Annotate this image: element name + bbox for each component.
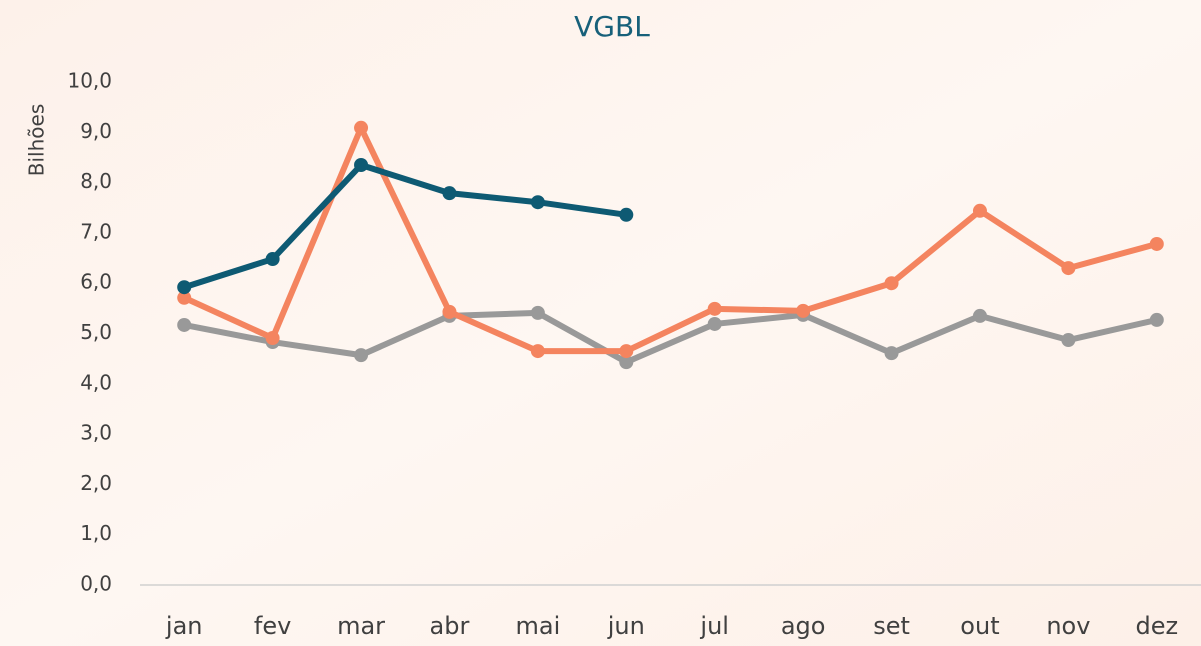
point [177, 318, 191, 332]
point [796, 304, 810, 318]
point [619, 344, 633, 358]
point [266, 331, 280, 345]
point [708, 317, 722, 331]
point [177, 280, 191, 294]
point [354, 158, 368, 172]
x-tick-label: fev [254, 612, 291, 640]
point [354, 348, 368, 362]
point [531, 344, 545, 358]
x-tick-label: mai [515, 612, 560, 640]
point [354, 121, 368, 135]
y-tick-label: 1,0 [80, 521, 112, 545]
y-tick-label: 9,0 [80, 119, 112, 143]
point [531, 195, 545, 209]
point [442, 305, 456, 319]
y-tick-label: 8,0 [80, 169, 112, 193]
y-tick-label: 10,0 [67, 69, 112, 93]
y-tick-label: 6,0 [80, 270, 112, 294]
x-tick-label: set [873, 612, 910, 640]
point [973, 204, 987, 218]
y-tick-label: 7,0 [80, 219, 112, 243]
x-tick-label: ago [781, 612, 826, 640]
point [973, 309, 987, 323]
point [619, 208, 633, 222]
x-tick-label: dez [1135, 612, 1178, 640]
x-tick-label: jul [699, 612, 729, 640]
x-tick-label: jan [165, 612, 203, 640]
point [885, 276, 899, 290]
y-tick-label: 0,0 [80, 572, 112, 596]
point [531, 306, 545, 320]
y-tick-label: 5,0 [80, 320, 112, 344]
chart-title: VGBL [574, 10, 650, 43]
x-tick-label: out [960, 612, 999, 640]
point [708, 302, 722, 316]
y-tick-label: 2,0 [80, 471, 112, 495]
y-axis-label: Bilhões [25, 104, 49, 176]
point [885, 346, 899, 360]
point [1150, 237, 1164, 251]
y-tick-label: 4,0 [80, 370, 112, 394]
point [1061, 261, 1075, 275]
y-tick-label: 3,0 [80, 421, 112, 445]
point [1150, 313, 1164, 327]
x-tick-label: nov [1046, 612, 1090, 640]
point [266, 252, 280, 266]
x-tick-label: abr [430, 612, 470, 640]
x-tick-label: jun [607, 612, 645, 640]
point [1061, 333, 1075, 347]
chart: VGBL Bilhões 0,0 1,0 2,0 3,0 4,0 5,0 6,0 7,0 8,0… [0, 0, 1201, 646]
point [442, 186, 456, 200]
x-tick-label: mar [337, 612, 385, 640]
